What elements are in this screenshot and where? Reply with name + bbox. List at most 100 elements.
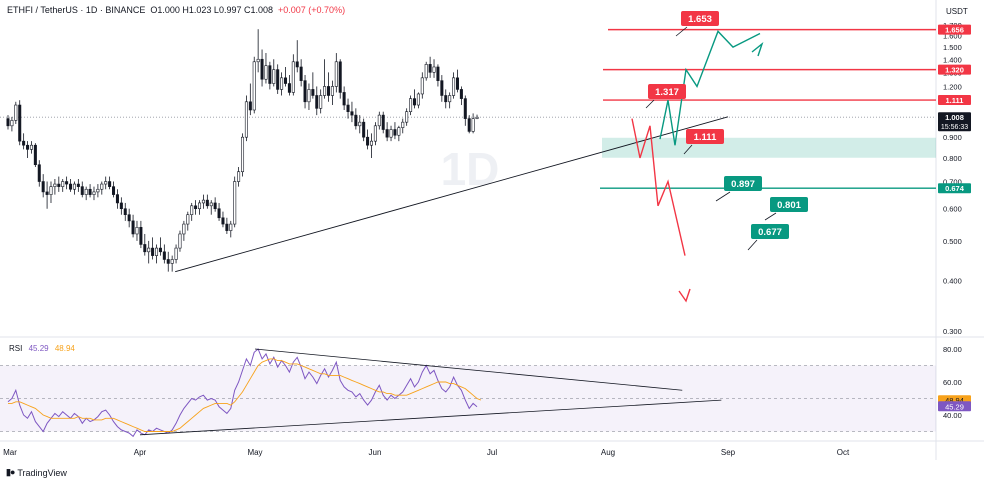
candle-body <box>209 202 213 207</box>
candle-body <box>326 86 331 96</box>
rsi-label[interactable]: RSI <box>9 344 23 353</box>
price-tick-label: 1.500 <box>943 43 962 52</box>
candle-body <box>436 66 440 81</box>
time-axis-label: May <box>247 448 262 457</box>
rsi-ma-line <box>8 358 482 432</box>
candle-body <box>334 61 338 87</box>
candle-body <box>264 65 268 80</box>
candle-body <box>131 220 135 235</box>
candle-body <box>311 89 315 96</box>
candle-body <box>151 247 155 256</box>
time-axis-label: Jun <box>369 448 382 457</box>
rsi-tick-label: 60.00 <box>943 378 962 387</box>
candle-body <box>440 80 444 96</box>
price-change: +0.007 (+0.70%) <box>278 5 346 15</box>
candle-body <box>76 183 80 187</box>
candle-body <box>33 144 37 166</box>
candle-body <box>330 86 334 96</box>
candle-body <box>377 114 381 127</box>
candle-body <box>158 247 162 253</box>
candle-body <box>448 95 452 103</box>
price-tag-box <box>938 95 971 106</box>
rsi-value: 45.29 <box>28 344 49 353</box>
time-axis-label: Jul <box>487 448 497 457</box>
price-tick-label: 1.600 <box>943 32 962 41</box>
price-tag-label: 1.008 <box>945 113 964 122</box>
candle-body <box>41 181 45 193</box>
candle-body <box>100 183 104 190</box>
tradingview-logo-icon: ▮● <box>6 467 15 477</box>
candle-body <box>119 202 123 210</box>
candle-body <box>287 83 291 93</box>
candle-body <box>397 127 401 136</box>
candle-body <box>135 227 139 235</box>
candle-body <box>420 77 424 95</box>
price-trendline <box>175 116 729 273</box>
candle-body <box>225 223 229 231</box>
candle-body <box>162 251 166 260</box>
candle-body <box>452 77 456 96</box>
candle-body <box>6 118 10 127</box>
candle-body <box>350 111 354 116</box>
candle-body <box>373 125 377 142</box>
candle-body <box>248 101 252 111</box>
candle-body <box>18 104 22 142</box>
price-tag-label: 1.320 <box>945 66 964 75</box>
callout-0801-label: 0.801 <box>777 200 801 211</box>
candle-body <box>315 95 319 109</box>
price-tick-label: 0.300 <box>943 327 962 336</box>
candle-body <box>178 233 182 249</box>
price-tag-label: 1.111 <box>946 96 964 105</box>
price-tick-label: 0.700 <box>943 178 962 187</box>
candle-body <box>143 244 147 253</box>
candle-body <box>88 188 92 195</box>
rsi-tag-label: 45.29 <box>945 402 964 411</box>
candle-body <box>323 86 327 96</box>
candle-body <box>272 69 276 84</box>
candle-body <box>412 98 416 106</box>
rsi-tick-label: 40.00 <box>943 411 962 420</box>
time-axis-label: Mar <box>3 448 17 457</box>
candle-body <box>53 183 57 187</box>
candle-body <box>213 202 217 210</box>
time-axis-label: Apr <box>134 448 147 457</box>
candle-body <box>201 199 205 204</box>
candle-body <box>424 64 428 79</box>
rsi-trendline <box>254 348 683 391</box>
rsi-tick-label: 80.00 <box>943 345 962 354</box>
candle-body <box>49 186 53 195</box>
candle-body <box>190 205 194 216</box>
callout-0801-leader <box>764 212 777 221</box>
candle-body <box>155 247 159 256</box>
tradingview-logo[interactable]: ▮● TradingView <box>6 467 67 478</box>
candle-body <box>260 58 264 80</box>
callout-0801-box <box>770 197 808 212</box>
candle-body <box>84 188 88 195</box>
candle-body <box>416 93 420 106</box>
candle-body <box>205 199 209 207</box>
candle-body <box>405 111 409 123</box>
bullish-projection <box>659 30 761 146</box>
callout-1653-label: 1.653 <box>688 14 712 25</box>
chart-watermark: 1D <box>441 143 500 195</box>
candle-body <box>221 217 225 225</box>
price-tick-label: 0.800 <box>943 154 962 163</box>
candle-body <box>139 227 143 245</box>
symbol-label[interactable]: ETHFI / TetherUS · 1D · BINANCE <box>7 5 146 15</box>
candle-body <box>307 89 311 103</box>
candle-body <box>393 129 397 136</box>
price-tick-label: 1.200 <box>943 82 962 91</box>
candle-body <box>182 223 186 235</box>
candle-body <box>217 208 221 219</box>
callout-0897-label: 0.897 <box>731 179 755 190</box>
candle-body <box>45 191 49 195</box>
price-tick-label: 1.400 <box>943 55 962 64</box>
candle-body <box>463 98 467 119</box>
callout-0677-leader <box>747 239 758 251</box>
candle-body <box>432 66 436 73</box>
candle-body <box>112 186 116 195</box>
candle-body <box>358 121 362 127</box>
price-tag-time: 15:56:33 <box>941 124 968 131</box>
candle-body <box>233 181 237 225</box>
